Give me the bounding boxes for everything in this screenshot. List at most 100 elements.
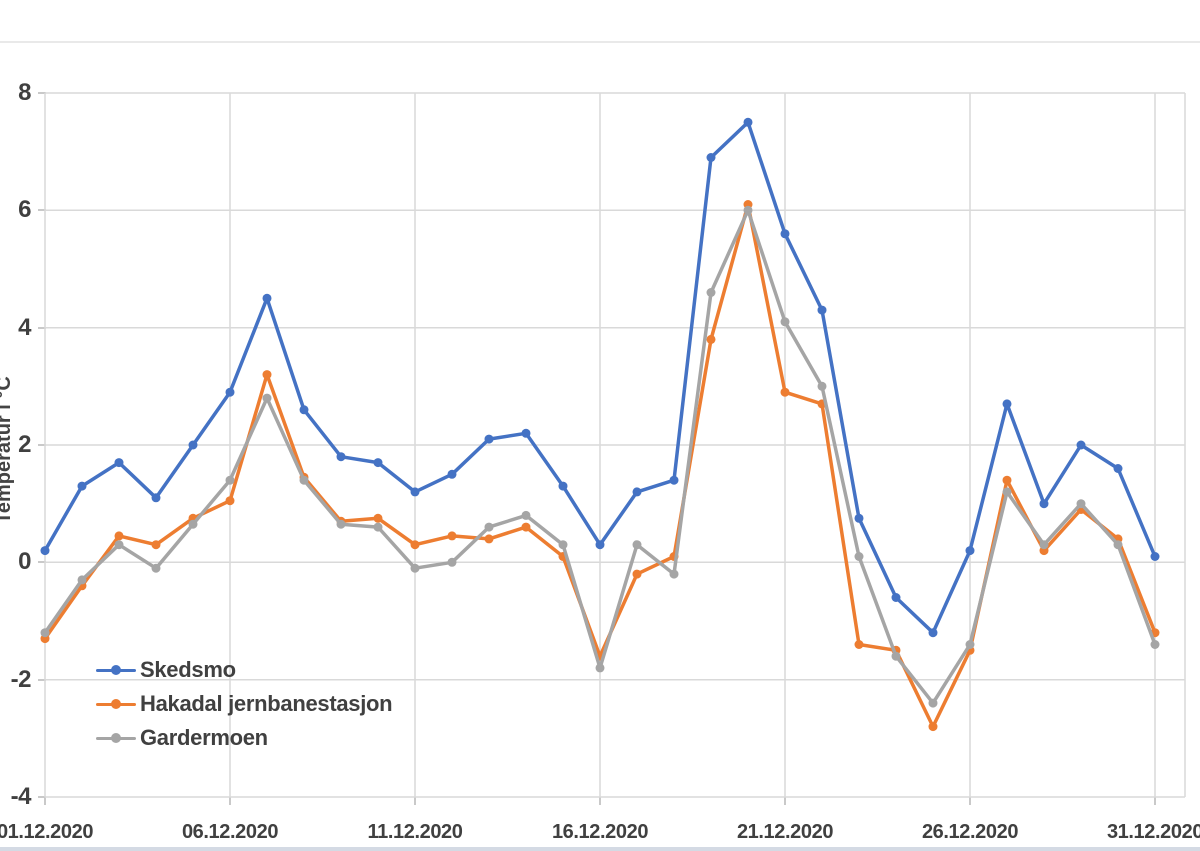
data-point <box>854 513 864 523</box>
x-tick-mark <box>414 797 416 805</box>
data-point <box>1039 499 1049 509</box>
x-tick-label: 06.12.2020 <box>181 821 279 843</box>
data-point <box>225 387 235 397</box>
data-point <box>336 452 346 462</box>
y-tick-label: -2 <box>10 665 32 693</box>
y-tick-mark <box>38 796 46 798</box>
data-point <box>558 540 568 550</box>
y-tick-mark <box>38 92 46 94</box>
data-point <box>1076 499 1086 509</box>
data-point <box>558 481 568 491</box>
data-point <box>484 534 494 544</box>
x-tick-label: 31.12.2020 <box>1106 821 1200 843</box>
data-point <box>1150 552 1160 561</box>
data-point <box>410 540 420 550</box>
data-point <box>1076 440 1086 450</box>
data-point <box>817 381 827 391</box>
data-point <box>225 475 235 485</box>
data-point <box>77 575 87 585</box>
data-point <box>1039 540 1049 550</box>
y-tick-mark <box>38 678 46 681</box>
data-point <box>151 493 161 503</box>
data-point <box>706 153 716 162</box>
data-point <box>447 531 457 541</box>
data-point <box>632 487 642 497</box>
data-point <box>77 481 87 491</box>
y-tick-label: 0 <box>18 548 31 576</box>
data-point <box>632 569 642 579</box>
data-point <box>114 458 124 468</box>
data-point <box>262 293 272 303</box>
data-point <box>484 522 494 532</box>
x-tick-label: 26.12.2020 <box>921 821 1019 843</box>
data-point <box>632 540 642 550</box>
data-point <box>373 458 383 468</box>
hakadal-line-marker-icon <box>96 698 136 710</box>
top-divider-line <box>0 41 1200 43</box>
data-point <box>1002 487 1012 497</box>
data-point <box>780 229 790 239</box>
x-tick-mark <box>784 797 786 805</box>
y-tick-label: 8 <box>18 79 31 106</box>
data-point <box>225 496 235 506</box>
data-point <box>40 546 50 556</box>
data-point <box>669 475 679 485</box>
data-point <box>521 428 531 438</box>
legend-item-skedsmo: Skedsmo <box>96 653 392 687</box>
x-tick-mark <box>969 797 971 805</box>
legend-item-hakadal: Hakadal jernbanestasjon <box>96 687 393 721</box>
y-tick-label: -4 <box>10 783 32 810</box>
y-tick-mark <box>38 444 46 446</box>
y-tick-label: 6 <box>18 196 31 224</box>
chart-legend: Skedsmo Hakadal jernbanestasjon Gardermo… <box>96 653 393 755</box>
legend-label-gardermoen: Gardermoen <box>140 725 268 750</box>
data-point <box>595 540 605 550</box>
x-tick-mark <box>229 797 231 805</box>
x-tick-label: 01.12.2020 <box>0 821 94 843</box>
x-tick-mark <box>44 797 46 805</box>
legend-item-gardermoen: Gardermoen <box>96 721 392 755</box>
data-point <box>262 393 272 403</box>
data-point <box>669 569 679 579</box>
data-point <box>965 640 975 649</box>
data-point <box>891 651 901 661</box>
skedsmo-line-marker-icon <box>96 664 136 676</box>
data-point <box>447 557 457 567</box>
data-point <box>1002 399 1012 409</box>
data-point <box>151 540 161 550</box>
y-tick-mark <box>38 561 46 564</box>
x-tick-label: 21.12.2020 <box>736 821 834 843</box>
data-point <box>1002 475 1012 485</box>
legend-label-hakadal: Hakadal jernbanestasjon <box>140 691 393 716</box>
data-point <box>410 563 420 573</box>
data-point <box>743 205 753 215</box>
data-point <box>521 510 531 520</box>
data-point <box>447 469 457 479</box>
y-tick-label: 4 <box>18 313 31 341</box>
data-point <box>114 540 124 550</box>
data-point <box>928 698 938 708</box>
data-point <box>188 519 198 529</box>
y-tick-label: 2 <box>18 431 31 458</box>
data-point <box>484 434 494 444</box>
data-point <box>151 563 161 573</box>
data-point <box>1113 464 1123 473</box>
y-tick-mark <box>38 209 46 212</box>
data-point <box>299 405 309 415</box>
data-point <box>780 317 790 327</box>
data-point <box>780 387 790 397</box>
data-point <box>891 593 901 602</box>
chart-canvas <box>40 92 1186 798</box>
data-point <box>521 522 531 532</box>
y-tick-mark <box>38 326 46 329</box>
data-point <box>706 288 716 297</box>
data-point <box>336 519 346 529</box>
data-point <box>595 663 605 673</box>
plot-area <box>40 92 1186 798</box>
data-point <box>373 522 383 532</box>
gardermoen-line-marker-icon <box>96 732 136 744</box>
data-point <box>373 513 383 523</box>
data-point <box>1113 540 1123 550</box>
data-point <box>928 722 938 732</box>
